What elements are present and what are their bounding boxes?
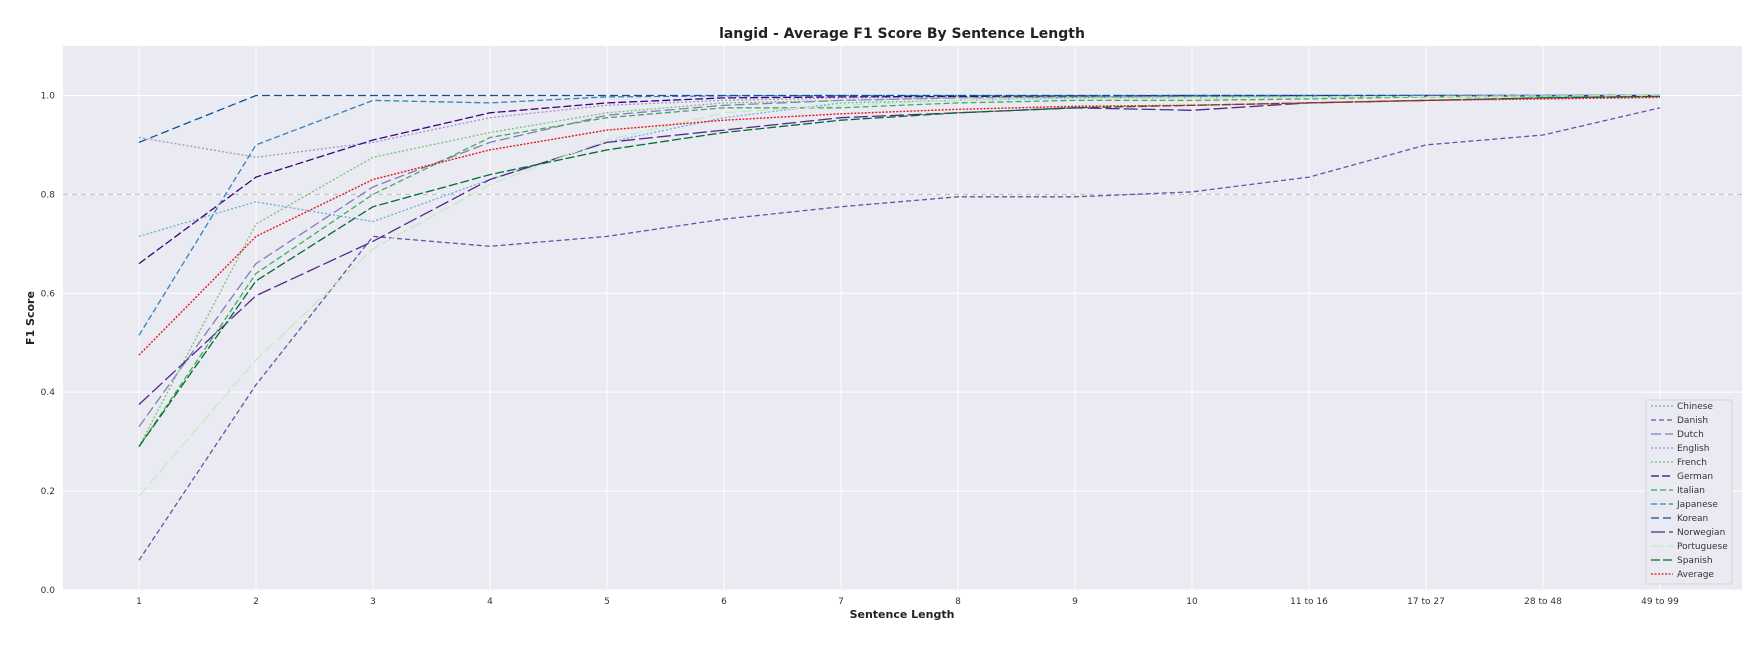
series-line-portuguese	[138, 94, 1661, 497]
y-tick-label: 0.4	[41, 388, 56, 398]
y-tick-labels: 0.0 0.2 0.4 0.6 0.8 1.0	[41, 91, 56, 596]
x-tick-label: 9	[1072, 597, 1078, 607]
legend-label-danish: Danish	[1677, 416, 1708, 426]
x-tick-label: 8	[955, 597, 961, 607]
legend-label-english: English	[1677, 444, 1710, 454]
x-tick-label: 7	[838, 597, 844, 607]
series-line-average	[138, 96, 1661, 356]
legend-label-chinese: Chinese	[1677, 402, 1713, 412]
series-line-chinese	[138, 95, 1661, 238]
series-line-spanish	[138, 95, 1661, 447]
y-tick-label: 1.0	[41, 91, 56, 101]
y-axis-label: F1 Score	[24, 291, 37, 345]
x-tick-label: 10	[1186, 597, 1198, 607]
series-lines	[138, 94, 1661, 561]
legend-label-german: German	[1677, 472, 1713, 482]
x-tick-label: 6	[721, 597, 727, 607]
x-tick-labels: 1 2 3 4 5 6 7 8 9 10 11 to 16 17 to 27 28 to 48 49 to…	[136, 597, 1679, 607]
y-tick-label: 0.0	[41, 586, 56, 596]
x-tick-label: 3	[370, 597, 376, 607]
y-tick-label: 0.2	[41, 487, 55, 497]
legend-label-italian: Italian	[1677, 486, 1705, 496]
legend-label-japanese: Japanese	[1676, 500, 1718, 510]
x-axis-label: Sentence Length	[850, 608, 955, 621]
series-line-korean	[138, 94, 1660, 144]
series-line-italian	[138, 95, 1661, 447]
legend: Chinese Danish Dutch English French German Ita…	[1645, 399, 1733, 585]
x-tick-label: 2	[253, 597, 259, 607]
legend-label-dutch: Dutch	[1677, 430, 1704, 440]
x-tick-label: 49 to 99	[1641, 597, 1679, 607]
legend-label-portuguese: Portuguese	[1677, 542, 1728, 552]
legend-label-spanish: Spanish	[1677, 556, 1713, 566]
x-tick-label: 4	[487, 597, 493, 607]
x-tick-label: 17 to 27	[1407, 597, 1445, 607]
legend-label-french: French	[1677, 458, 1707, 468]
x-tick-label: 11 to 16	[1290, 597, 1328, 607]
legend-label-korean: Korean	[1677, 514, 1708, 524]
x-tick-label: 1	[136, 597, 142, 607]
y-tick-label: 0.8	[41, 190, 56, 200]
legend-label-norwegian: Norwegian	[1677, 528, 1725, 538]
x-tick-label: 5	[604, 597, 610, 607]
legend-box	[1645, 399, 1733, 585]
y-tick-label: 0.6	[41, 289, 56, 299]
plot-background	[63, 46, 1742, 590]
legend-label-average: Average	[1677, 570, 1714, 580]
x-tick-label: 28 to 48	[1524, 597, 1562, 607]
chart-title: langid - Average F1 Score By Sentence Le…	[719, 26, 1085, 42]
